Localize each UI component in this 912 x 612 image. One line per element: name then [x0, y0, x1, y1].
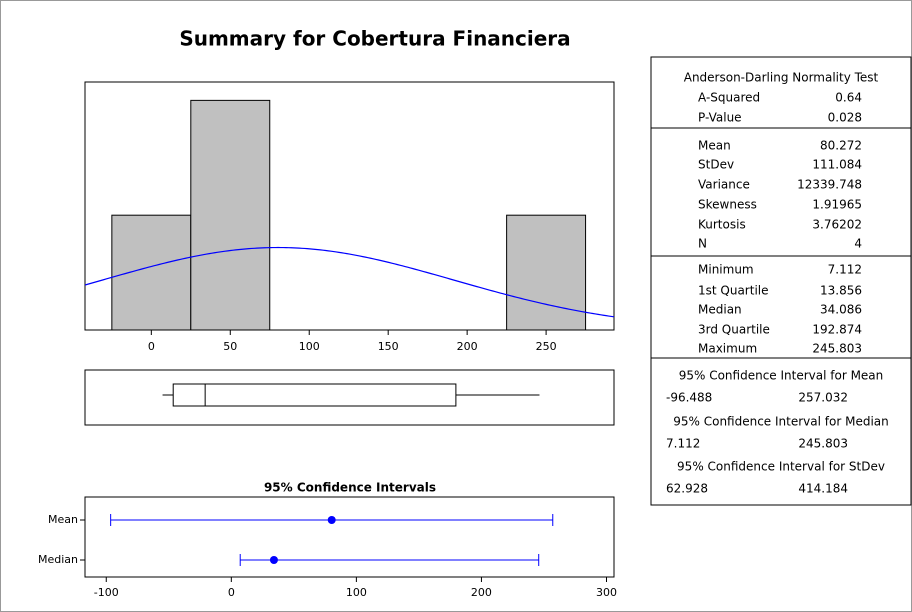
- stat-value: 0.028: [828, 111, 862, 125]
- x-tick-label: 100: [346, 586, 367, 599]
- bar: [111, 214, 192, 331]
- interval-title: 95% Confidence Interval for Median: [673, 415, 889, 429]
- interval-title: 95% Confidence Interval for Mean: [679, 369, 884, 383]
- stat-label: Maximum: [698, 342, 757, 356]
- stat-value: 1.91965: [812, 198, 862, 212]
- interval-lower: 62.928: [666, 482, 708, 496]
- stats-table: [650, 56, 912, 506]
- x-tick-label: 200: [457, 340, 478, 353]
- stat-label: 3rd Quartile: [698, 323, 770, 337]
- normal-fit: [85, 246, 614, 318]
- stat-label: 1st Quartile: [698, 284, 769, 298]
- box: [172, 383, 457, 407]
- interval-title: 95% Confidence Intervals: [264, 481, 436, 495]
- interval-upper: 257.032: [798, 391, 848, 405]
- stat-value: 12339.748: [797, 178, 862, 192]
- stat-value: 4: [854, 237, 862, 251]
- stat-value: 80.272: [820, 139, 862, 153]
- stat-label: Skewness: [698, 198, 757, 212]
- stat-label: A-Squared: [698, 91, 760, 105]
- interval-lower: 7.112: [666, 437, 700, 451]
- x-tick-label: 250: [536, 340, 557, 353]
- interval-upper: 245.803: [798, 437, 848, 451]
- x-tick-label: 100: [299, 340, 320, 353]
- stat-label: P-Value: [698, 111, 742, 125]
- normality-title: Anderson-Darling Normality Test: [684, 71, 879, 85]
- stat-label: Minimum: [698, 263, 754, 277]
- stat-label: StDev: [698, 158, 734, 172]
- stat-value: 111.084: [812, 158, 862, 172]
- chart-title: Summary for Cobertura Financiera: [179, 27, 570, 51]
- x-tick-label: 300: [596, 586, 617, 599]
- bar: [190, 99, 271, 331]
- stat-label: Kurtosis: [698, 218, 746, 232]
- interval-upper: 414.184: [798, 482, 848, 496]
- point: [327, 516, 336, 524]
- x-tick-label: -100: [94, 586, 119, 599]
- stat-value: 0.64: [835, 91, 862, 105]
- stat-value: 245.803: [812, 342, 862, 356]
- y-tick-label: Mean: [48, 513, 78, 526]
- x-tick-label: 50: [223, 340, 237, 353]
- interval-panel: [84, 496, 615, 578]
- x-tick-label: 0: [228, 586, 235, 599]
- point: [269, 556, 278, 564]
- x-tick-label: 150: [378, 340, 399, 353]
- stat-label: Median: [698, 303, 742, 317]
- interval-title: 95% Confidence Interval for StDev: [677, 460, 885, 474]
- bar: [506, 214, 587, 331]
- stat-value: 192.874: [812, 323, 862, 337]
- stat-value: 34.086: [820, 303, 862, 317]
- stat-label: Mean: [698, 139, 731, 153]
- stat-label: Variance: [698, 178, 750, 192]
- stat-label: N: [698, 237, 707, 251]
- stat-value: 3.76202: [812, 218, 862, 232]
- x-tick-label: 0: [148, 340, 155, 353]
- stat-value: 13.856: [820, 284, 862, 298]
- stat-value: 7.112: [828, 263, 862, 277]
- x-tick-label: 200: [471, 586, 492, 599]
- y-tick-label: Median: [38, 553, 78, 566]
- interval-lower: -96.488: [666, 391, 712, 405]
